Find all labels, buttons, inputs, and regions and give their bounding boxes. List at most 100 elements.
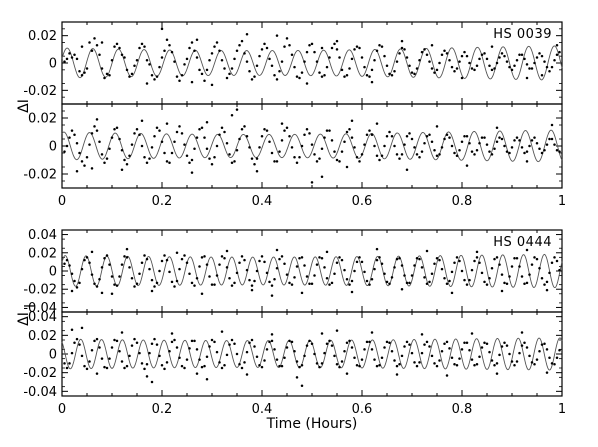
data-point (185, 358, 189, 361)
data-point (368, 283, 371, 286)
data-point (188, 347, 191, 350)
data-point (258, 146, 261, 149)
data-point (100, 153, 104, 156)
data-point (205, 120, 209, 124)
data-point (160, 259, 164, 263)
data-point (150, 380, 154, 384)
data-point (395, 257, 399, 261)
data-point (153, 78, 156, 81)
data-point (525, 150, 529, 153)
data-point (238, 43, 241, 47)
data-point (438, 258, 441, 262)
data-point (168, 270, 171, 274)
data-point (458, 148, 461, 152)
data-point (163, 151, 166, 155)
data-point (445, 52, 449, 55)
data-point (128, 266, 131, 269)
data-point (453, 69, 456, 73)
data-point (148, 351, 151, 355)
data-point (295, 376, 299, 379)
data-point (410, 137, 414, 141)
data-point (115, 284, 119, 287)
data-point (495, 140, 499, 144)
data-point (158, 65, 161, 69)
data-point (405, 56, 409, 59)
data-point (545, 280, 549, 284)
data-point (338, 160, 341, 163)
data-point (323, 136, 326, 139)
data-point (270, 284, 274, 287)
data-point (168, 349, 171, 353)
data-point (75, 57, 79, 61)
data-point (135, 341, 139, 345)
data-point (545, 371, 549, 374)
data-point (345, 74, 349, 77)
data-point (153, 337, 156, 341)
data-point (278, 69, 281, 73)
data-point (550, 65, 554, 69)
data-point (438, 359, 441, 362)
data-point (198, 68, 201, 72)
data-point (90, 349, 94, 352)
data-point (305, 275, 309, 278)
data-point (390, 276, 394, 279)
x-tick-label: 0 (58, 194, 66, 209)
data-point (383, 54, 386, 58)
data-point (368, 75, 371, 78)
data-point (380, 45, 384, 48)
data-point (435, 154, 439, 158)
data-point (145, 257, 149, 261)
data-point (520, 344, 524, 347)
data-point (483, 341, 486, 345)
data-point (245, 373, 249, 376)
data-point (453, 363, 456, 366)
data-point (465, 341, 469, 345)
data-point (270, 339, 274, 343)
data-point (305, 82, 309, 85)
data-point (235, 148, 239, 152)
data-point (263, 359, 266, 362)
data-point (275, 248, 279, 252)
data-point (313, 153, 316, 156)
data-point (505, 344, 509, 347)
data-point (463, 278, 466, 282)
data-point (183, 366, 186, 370)
data-point (225, 76, 229, 80)
data-point (165, 38, 169, 42)
data-point (330, 46, 334, 50)
data-point (75, 169, 79, 173)
data-point (423, 48, 426, 51)
data-point (220, 59, 224, 62)
data-point (370, 68, 374, 72)
data-point (135, 59, 139, 62)
data-point (133, 285, 136, 288)
data-point (460, 348, 464, 351)
data-point (203, 79, 206, 83)
x-tick-label: 0.8 (452, 194, 473, 209)
data-point (465, 283, 469, 286)
data-point (138, 272, 141, 275)
data-point (385, 134, 389, 138)
panel-frame (61, 311, 563, 397)
data-point (85, 367, 89, 371)
data-point (335, 48, 339, 51)
data-point (140, 42, 144, 46)
data-point (288, 43, 291, 47)
data-point (490, 153, 494, 156)
data-point (358, 160, 361, 163)
data-point (133, 337, 136, 341)
data-point (160, 27, 164, 31)
data-point (145, 82, 149, 85)
data-point (478, 355, 481, 359)
data-point (88, 143, 91, 146)
data-point (140, 362, 144, 365)
data-point (545, 65, 549, 69)
data-point (375, 49, 379, 52)
data-point (263, 127, 266, 131)
data-point (528, 273, 531, 276)
data-point (188, 272, 191, 275)
data-point (70, 289, 74, 293)
data-point (480, 271, 484, 275)
data-point (345, 165, 349, 169)
